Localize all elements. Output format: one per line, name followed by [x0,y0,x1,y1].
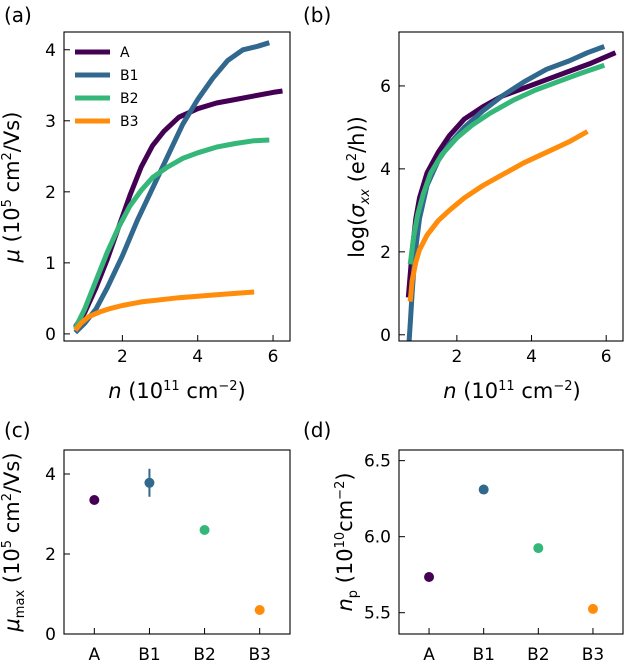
p2-point-B2 [199,525,210,535]
panel-b-xlabel: n (1011 cm−2) [443,379,581,403]
p1-xtick-label-1: 4 [526,347,537,367]
p3-xtick-label-B2: B2 [527,645,549,665]
p3-xtick-label-B1: B1 [472,645,494,665]
p0-series-B1 [73,40,271,335]
p3-ytick-label-2: 6.5 [364,452,391,472]
p0-series-A [73,88,283,329]
p2-point-A [89,495,100,505]
p2-ytick-label-1: 2 [45,545,56,565]
p1-series-B3 [407,129,589,302]
p0-ytick-label-4: 4 [45,41,56,61]
panel-a-frame [63,31,291,342]
panel-b-plot: 0 2 4 6 2 4 6 [380,44,617,367]
p3-xtick-label-B3: B3 [582,645,604,665]
panel-b: (b) 0 2 4 6 2 4 6 n (1011 cm−2) log(σxx (e2/h)… [303,3,624,403]
p0-ytick-label-0: 0 [45,325,56,345]
panel-a-xlabel: n (1011 cm−2) [108,379,246,403]
p0-xtick-label-2: 6 [268,347,279,367]
panel-d: (d) 5.5 6.0 6.5 A B1 B2 B3 np (1010cm−2) [303,418,624,665]
p1-xtick-label-2: 6 [601,347,612,367]
p0-ytick-label-1: 1 [45,254,56,274]
p3-xtick-label-A: A [423,645,435,665]
p1-series-B2 [407,62,606,265]
p0-ytick-label-3: 3 [45,112,56,132]
p1-ytick-label-1: 2 [380,243,391,263]
legend-label-B2: B2 [120,91,139,107]
p0-ytick-label-2: 2 [45,183,56,203]
p1-ytick-label-2: 4 [380,160,391,180]
panel-d-plot: 5.5 6.0 6.5 A B1 B2 B3 [364,452,604,665]
panel-d-frame [398,449,624,635]
p1-xtick-label-0: 2 [451,347,462,367]
panel-b-frame [398,31,624,342]
panel-c-ylabel: μmax (105 cm2/Vs) [0,452,28,632]
p3-point-B1 [478,484,489,495]
p2-ytick-label-0: 0 [45,625,56,645]
p0-xtick-label-1: 4 [192,347,203,367]
panel-a-ylabel: μ (105 cm2/Vs) [0,112,24,264]
p0-series-B2 [73,137,270,330]
p0-series-B3 [73,289,255,332]
p2-xtick-label-B2: B2 [193,645,215,665]
p2-ytick-label-2: 4 [45,465,56,485]
panel-a-label: (a) [4,3,32,27]
legend-label-B3: B3 [120,114,139,130]
legend-label-A: A [120,45,130,61]
p3-ytick-label-1: 6.0 [364,528,391,548]
panel-b-label: (b) [303,3,331,27]
panel-a-plot: 0 1 2 3 4 2 4 6 [45,40,283,367]
p3-point-B2 [533,543,544,554]
panel-a: (a) 0 1 2 3 4 2 4 6 A B1 B2 B3 n (1011 cm−2) μ … [0,3,291,403]
panel-c-label: (c) [4,418,31,442]
panel-a-legend: A B1 B2 B3 [75,45,139,130]
p3-point-B3 [587,603,598,614]
legend-label-B1: B1 [120,68,139,84]
p2-xtick-label-B1: B1 [138,645,160,665]
p2-point-B1 [144,477,155,488]
p1-series-B1 [406,44,606,341]
panel-d-label: (d) [303,418,331,442]
p2-xtick-label-B3: B3 [248,645,270,665]
panel-c: (c) 0 2 4 A B1 B2 B3 μmax (105 cm2/Vs) [0,418,291,665]
p1-ytick-label-3: 6 [380,77,391,97]
panel-d-ylabel: np (1010cm−2) [333,472,361,611]
p1-ytick-label-0: 0 [380,326,391,346]
p2-point-B3 [254,605,265,615]
panel-c-plot: 0 2 4 A B1 B2 B3 [45,465,271,665]
p3-ytick-label-0: 5.5 [364,604,391,624]
panel-b-ylabel: log(σxx (e2/h)) [345,116,373,258]
panel-c-frame [63,449,291,635]
p0-xtick-label-0: 2 [117,347,128,367]
p2-xtick-label-A: A [88,645,100,665]
p3-point-A [424,571,435,582]
